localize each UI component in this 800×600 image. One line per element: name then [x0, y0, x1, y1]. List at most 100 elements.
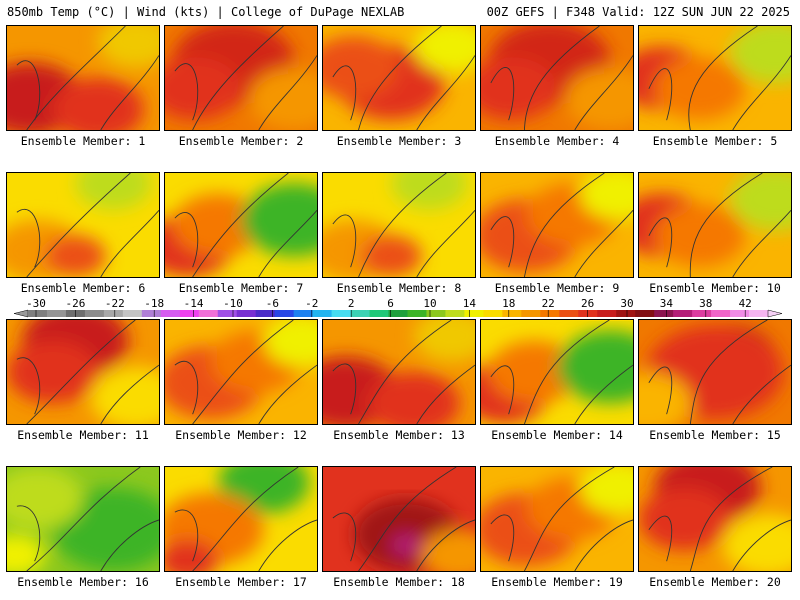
temperature-anomaly: [579, 467, 633, 514]
ensemble-map-9: [480, 172, 634, 278]
colorbar-tick-label: -22: [105, 297, 125, 310]
height-contour: [416, 519, 475, 571]
height-contour: [689, 467, 773, 571]
height-contour: [332, 512, 357, 562]
ensemble-member-label: Ensemble Member: 17: [175, 575, 307, 589]
height-contour: [174, 63, 199, 121]
ensemble-member-label: Ensemble Member: 11: [17, 428, 149, 442]
temperature-anomaly: [481, 57, 557, 120]
colorbar-tick-label: 38: [699, 297, 712, 310]
height-contour: [574, 55, 633, 130]
height-contour: [174, 360, 199, 415]
colorbar-swatch: [407, 310, 427, 317]
ensemble-member-label: Ensemble Member: 4: [494, 134, 620, 148]
ensemble-map-4: [480, 25, 634, 131]
temperature-anomaly: [414, 320, 475, 362]
ensemble-member-label: Ensemble Member: 8: [336, 281, 462, 295]
colorbar-swatch: [597, 310, 617, 317]
temperature-anomaly: [241, 183, 317, 257]
colorbar-swatch: [255, 310, 276, 317]
height-contour: [192, 26, 284, 130]
height-contour: [416, 55, 475, 130]
colorbar-swatch: [103, 310, 124, 317]
colorbar-tick-label: -14: [184, 297, 204, 310]
colorbar-swatch: [293, 310, 314, 317]
ensemble-member-label: Ensemble Member: 20: [649, 575, 781, 589]
height-contour: [26, 467, 141, 571]
colorbar-swatch: [217, 310, 238, 317]
height-contour: [16, 209, 41, 268]
height-contour: [16, 505, 41, 562]
colorbar-tick-label: -18: [144, 297, 164, 310]
height-contour: [332, 214, 357, 268]
ensemble-member-label: Ensemble Member: 16: [17, 575, 149, 589]
colorbar-tick-label: 22: [542, 297, 555, 310]
height-contour: [523, 173, 605, 277]
height-contour: [732, 55, 791, 130]
colorbar-swatch: [464, 310, 484, 317]
ensemble-map-7: [164, 172, 318, 278]
height-contour: [524, 467, 615, 571]
ensemble-map-16: [6, 466, 160, 572]
colorbar-swatch: [578, 310, 598, 317]
colorbar-swatch: [160, 310, 181, 317]
height-contour: [26, 320, 136, 424]
colorbar-tick-label: 34: [660, 297, 674, 310]
colorbar-swatch: [274, 310, 295, 317]
colorbar-swatch: [445, 310, 465, 317]
height-contour: [490, 365, 515, 415]
height-contour: [648, 68, 673, 121]
ensemble-map-10: [638, 172, 792, 278]
colorbar-tick-label: 42: [739, 297, 752, 310]
colorbar-tick-label: 26: [581, 297, 594, 310]
colorbar-swatch: [502, 310, 522, 317]
height-contour: [100, 209, 159, 277]
height-contour: [100, 55, 159, 130]
temperature-anomaly: [263, 320, 317, 367]
header-title: 850mb Temp (°C) | Wind (kts) | College o…: [7, 5, 405, 19]
height-contour: [523, 26, 600, 130]
height-contour: [648, 515, 673, 562]
colorbar-swatch: [483, 310, 503, 317]
height-contour: [258, 209, 317, 277]
temperature-anomaly: [639, 487, 731, 551]
ensemble-member-label: Ensemble Member: 2: [178, 134, 304, 148]
colorbar-swatch: [28, 310, 48, 317]
colorbar-tick-label: -2: [305, 297, 318, 310]
height-contour: [648, 217, 673, 268]
temperature-anomaly: [323, 36, 399, 99]
temperature-anomaly: [579, 173, 633, 220]
height-contour: [689, 320, 768, 424]
temperature-anomaly: [654, 57, 746, 120]
ensemble-map-18: [322, 466, 476, 572]
height-contour: [192, 467, 299, 571]
temperature-anomaly: [488, 340, 580, 404]
colorbar-swatch: [84, 310, 105, 317]
temperature-colorbar: -30 -26 -22 -18 -14 -10 -6 -2 2 6 10 14 18 22 26 30 34 38…: [13, 297, 783, 318]
ensemble-map-13: [322, 319, 476, 425]
colorbar-swatch: [749, 310, 769, 317]
ensemble-member-label: Ensemble Member: 15: [649, 428, 781, 442]
height-contour: [574, 519, 633, 571]
height-contour: [16, 60, 41, 121]
colorbar-tick-label: 14: [463, 297, 477, 310]
height-contour: [490, 514, 515, 562]
header-valid-time: 00Z GEFS | F348 Valid: 12Z SUN JUN 22 20…: [486, 5, 790, 19]
ensemble-member-label: Ensemble Member: 1: [20, 134, 146, 148]
temperature-anomaly: [368, 372, 460, 424]
temperature-anomaly: [730, 173, 791, 231]
height-contour: [524, 320, 610, 424]
height-contour: [26, 173, 131, 277]
colorbar-high-arrow: [767, 309, 783, 318]
height-contour: [258, 55, 317, 130]
colorbar-swatch: [369, 310, 389, 317]
colorbar-swatch: [521, 310, 541, 317]
ensemble-member-label: Ensemble Member: 14: [491, 428, 623, 442]
colorbar-tick-label: -26: [65, 297, 85, 310]
colorbar-tick-label: 10: [423, 297, 436, 310]
colorbar-swatch: [635, 310, 655, 317]
colorbar-swatch: [426, 310, 446, 317]
height-contour: [192, 320, 294, 424]
ensemble-map-1: [6, 25, 160, 131]
colorbar-swatch: [236, 310, 257, 317]
